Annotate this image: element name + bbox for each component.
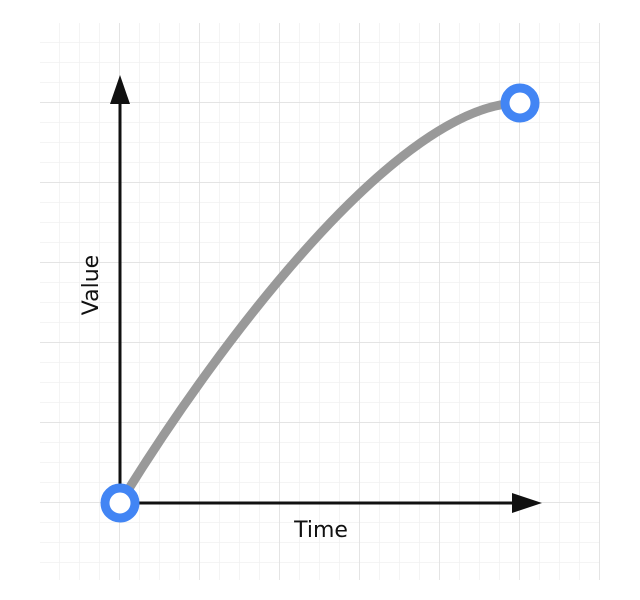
x-axis-arrow xyxy=(512,493,542,513)
y-axis-label: Value xyxy=(79,255,104,315)
x-axis-label: Time xyxy=(293,518,348,543)
start-point xyxy=(100,483,140,523)
easing-curve xyxy=(115,98,525,508)
y-axis-arrow xyxy=(110,75,130,104)
end-point xyxy=(500,83,540,123)
